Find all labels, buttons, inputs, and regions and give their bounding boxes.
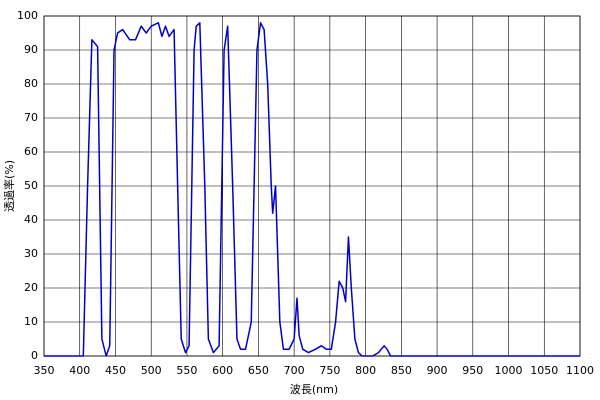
x-tick-label: 1100 [566, 364, 594, 377]
x-tick-label: 1000 [495, 364, 523, 377]
y-tick-label: 20 [24, 281, 38, 294]
x-tick-label: 550 [176, 364, 197, 377]
x-tick-label: 900 [427, 364, 448, 377]
y-tick-label: 80 [24, 77, 38, 90]
x-tick-label: 950 [462, 364, 483, 377]
x-axis-label: 波長(nm) [290, 383, 338, 396]
data-line [44, 22, 580, 357]
y-tick-label: 70 [24, 111, 38, 124]
y-tick-label: 10 [24, 315, 38, 328]
y-tick-label: 40 [24, 213, 38, 226]
x-tick-label: 700 [284, 364, 305, 377]
y-tick-label: 50 [24, 179, 38, 192]
x-tick-label: 750 [319, 364, 340, 377]
x-tick-label: 800 [355, 364, 376, 377]
y-axis-label: 透過率(%) [2, 160, 16, 212]
x-tick-label: 350 [34, 364, 55, 377]
y-tick-label: 90 [24, 43, 38, 56]
y-tick-label: 60 [24, 145, 38, 158]
x-tick-label: 850 [391, 364, 412, 377]
x-tick-label: 1050 [530, 364, 558, 377]
y-tick-label: 0 [31, 349, 38, 362]
x-tick-label: 400 [69, 364, 90, 377]
x-tick-label: 500 [141, 364, 162, 377]
x-tick-label: 650 [248, 364, 269, 377]
x-tick-label: 450 [105, 364, 126, 377]
y-tick-label: 100 [17, 9, 38, 22]
x-tick-label: 600 [212, 364, 233, 377]
y-tick-label: 30 [24, 247, 38, 260]
